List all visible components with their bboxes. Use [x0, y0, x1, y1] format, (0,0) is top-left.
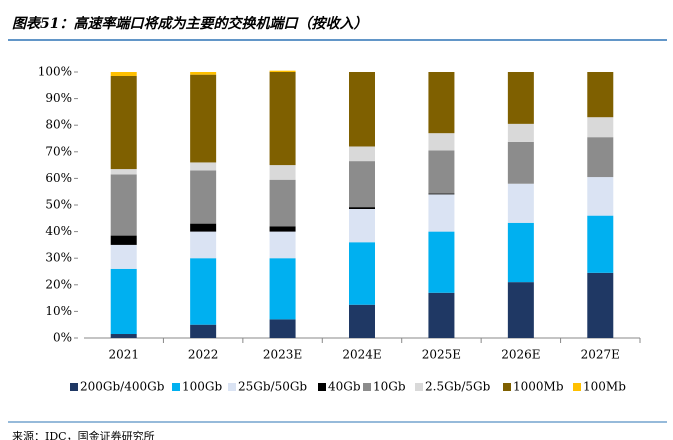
bar-segment	[587, 177, 614, 216]
bar-segment	[587, 137, 614, 178]
legend-label: 10Gb	[373, 380, 406, 394]
x-tick-label: 2025E	[422, 348, 461, 362]
x-tick-label: 2024E	[342, 348, 381, 362]
bar-segment	[190, 324, 217, 338]
bar-segment	[190, 162, 217, 171]
bar-segment	[428, 150, 455, 194]
legend-label: 25Gb/50Gb	[238, 380, 307, 394]
bar-segment	[428, 133, 455, 151]
bar-segment	[269, 70, 296, 72]
legend-swatch	[70, 383, 78, 391]
legend-swatch	[318, 383, 326, 391]
bar-segment	[110, 235, 137, 245]
legend-label: 1000Mb	[513, 380, 564, 394]
bar-segment	[190, 72, 217, 75]
bar-segment	[110, 244, 137, 269]
bar-segment	[428, 72, 455, 134]
y-tick-label: 20%	[45, 277, 72, 291]
bar-segment	[507, 222, 534, 283]
x-tick-label: 2021	[108, 348, 139, 362]
bar-segment	[507, 72, 534, 124]
legend-swatch	[503, 383, 511, 391]
bar-segment	[507, 183, 534, 223]
bar-segment	[587, 272, 614, 338]
bar-segment	[349, 146, 375, 162]
bar-segment	[110, 268, 137, 335]
bar-segment	[428, 231, 455, 293]
y-tick-label: 10%	[45, 304, 72, 318]
legend-swatch	[172, 383, 180, 391]
bar-segment	[507, 123, 534, 142]
bar-segment	[507, 141, 534, 184]
bar-segment	[349, 208, 375, 243]
bar-segment	[428, 194, 455, 232]
bar-segment	[269, 165, 296, 180]
bar-segment	[269, 231, 296, 259]
bar-segment	[269, 258, 296, 320]
y-tick-label: 40%	[45, 224, 72, 238]
legend-swatch	[415, 383, 423, 391]
bar-segment	[110, 174, 137, 236]
bar-segment	[349, 242, 375, 305]
legend-swatch	[363, 383, 371, 391]
bar-segment	[190, 231, 217, 259]
y-tick-label: 90%	[45, 91, 72, 105]
y-tick-label: 50%	[45, 198, 72, 212]
bar-segment	[269, 72, 296, 166]
bar-segment	[269, 319, 296, 338]
x-tick-label: 2022	[188, 348, 219, 362]
bar-segment	[587, 72, 614, 118]
bar-segment	[190, 170, 217, 224]
source-note: 来源：IDC，国金证券研究所	[12, 429, 155, 440]
bar-segment	[349, 72, 375, 147]
chart-title: 图表51：高速率端口将成为主要的交换机端口（按收入）	[12, 15, 367, 32]
x-tick-label: 2026E	[501, 348, 540, 362]
legend-swatch	[228, 383, 236, 391]
y-tick-label: 80%	[45, 118, 72, 132]
bar-segment	[349, 161, 375, 208]
bar-segment	[110, 169, 137, 175]
legend-label: 200Gb/400Gb	[80, 380, 165, 394]
bar-segment	[110, 72, 137, 76]
bar-segment	[587, 215, 614, 273]
bar-segment	[349, 207, 375, 209]
bar-segment	[428, 292, 455, 338]
legend-label: 100Gb	[182, 380, 222, 394]
bar-segment	[190, 223, 217, 232]
bar-segment	[507, 282, 534, 338]
bar-segment	[190, 258, 217, 325]
bar-segment	[269, 226, 296, 232]
bar-segment	[190, 74, 217, 163]
bar-segment	[110, 75, 137, 170]
y-tick-label: 30%	[45, 251, 72, 265]
bar-segment	[587, 117, 614, 138]
bar-segment	[269, 179, 296, 227]
legend-swatch	[573, 383, 581, 391]
bar-segment	[428, 193, 455, 195]
bar-segment	[110, 334, 137, 338]
bar-segment	[349, 304, 375, 338]
y-tick-label: 70%	[45, 144, 72, 158]
x-tick-label: 2023E	[263, 348, 302, 362]
y-tick-label: 60%	[45, 171, 72, 185]
legend-label: 40Gb	[328, 380, 361, 394]
legend-label: 100Mb	[583, 380, 626, 394]
x-tick-label: 2027E	[581, 348, 620, 362]
y-tick-label: 100%	[38, 65, 72, 79]
y-tick-label: 0%	[53, 331, 72, 345]
legend-label: 2.5Gb/5Gb	[425, 380, 491, 394]
